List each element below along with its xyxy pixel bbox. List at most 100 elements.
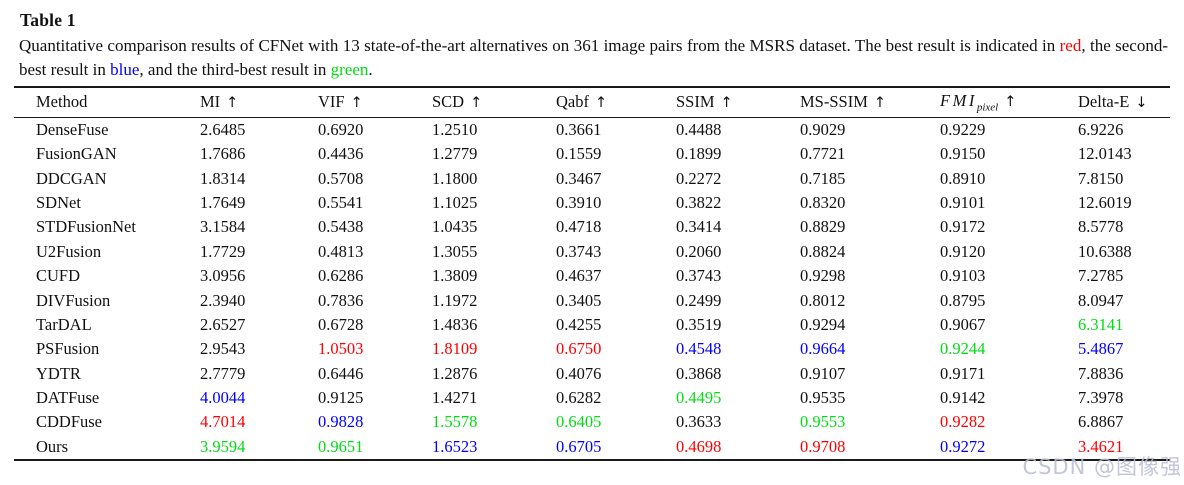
method-cell: DenseFuse [36, 119, 109, 139]
value-cell: 2.9543 [200, 339, 246, 359]
column-header-qabf: Qabf ↑ [556, 86, 676, 118]
value-cell: 1.6523 [432, 436, 478, 456]
value-cell: 0.8910 [940, 168, 986, 188]
value-cell: 0.6446 [318, 363, 364, 383]
column-label: MS-SSIM [800, 92, 868, 112]
value-cell: 0.7836 [318, 290, 364, 310]
value-cell: 0.3467 [556, 168, 602, 188]
value-cell: 6.3141 [1078, 314, 1124, 334]
value-cell: 0.9294 [800, 314, 846, 334]
value-cell: 0.4813 [318, 241, 364, 261]
column-label: Method [36, 92, 88, 112]
column-header-fmi: FMIpixel ↑ [940, 86, 1078, 118]
value-cell: 0.9142 [940, 388, 986, 408]
value-cell: 0.3661 [556, 119, 602, 139]
value-cell: 0.6750 [556, 339, 602, 359]
table-row: Ours 3.9594 0.9651 1.6523 0.6705 0.4698 0.9708… [14, 435, 1170, 460]
value-cell: 0.9067 [940, 314, 986, 334]
value-cell: 0.9150 [940, 144, 986, 164]
value-cell: 1.1025 [432, 192, 478, 212]
caption-word-blue: blue [110, 60, 140, 80]
column-header-ssim: SSIM ↑ [676, 86, 800, 118]
caption-text-2: , the second-best result in [19, 36, 1168, 80]
value-cell: 0.9125 [318, 388, 364, 408]
value-cell: 0.4076 [556, 363, 602, 383]
caption-text-3: , and the third-best result in [139, 60, 331, 80]
value-cell: 4.0044 [200, 388, 246, 408]
column-header-ms-ssim: MS-SSIM ↑ [800, 86, 940, 118]
value-cell: 8.0947 [1078, 290, 1124, 310]
column-label-subscript: pixel [976, 101, 999, 114]
table-row: FusionGAN 1.7686 0.4436 1.2779 0.1559 0.1899 0… [14, 142, 1170, 166]
value-cell: 8.5778 [1078, 217, 1124, 237]
method-cell: SDNet [36, 192, 81, 212]
value-cell: 0.9651 [318, 436, 364, 456]
value-cell: 0.9298 [800, 266, 846, 286]
value-cell: 0.9229 [940, 119, 986, 139]
value-cell: 0.2272 [676, 168, 722, 188]
method-cell: DDCGAN [36, 168, 107, 188]
value-cell: 0.3910 [556, 192, 602, 212]
value-cell: 0.9272 [940, 436, 986, 456]
value-cell: 0.9244 [940, 339, 986, 359]
value-cell: 7.2785 [1078, 266, 1124, 286]
value-cell: 0.6405 [556, 412, 602, 432]
value-cell: 2.7779 [200, 363, 246, 383]
value-cell: 0.5708 [318, 168, 364, 188]
method-cell: YDTR [36, 363, 81, 383]
column-header-vif: VIF ↑ [318, 86, 432, 118]
paper-table-figure: Table 1 Quantitative comparison results … [0, 10, 1184, 479]
value-cell: 0.2499 [676, 290, 722, 310]
value-cell: 0.4488 [676, 119, 722, 139]
column-label: Qabf [556, 92, 589, 112]
up-arrow-icon: ↑ [350, 95, 363, 112]
table-title: Table 1 [20, 10, 76, 30]
caption-text-4: . [368, 60, 373, 80]
value-cell: 2.6527 [200, 314, 246, 334]
table-row: CDDFuse 4.7014 0.9828 1.5578 0.6405 0.3633 0.9… [14, 410, 1170, 434]
caption-word-green: green [330, 60, 369, 80]
table-row: PSFusion 2.9543 1.0503 1.8109 0.6750 0.4548 0.… [14, 337, 1170, 361]
value-cell: 0.9120 [940, 241, 986, 261]
value-cell: 1.2876 [432, 363, 478, 383]
value-cell: 1.2779 [432, 144, 478, 164]
method-cell: Ours [36, 436, 69, 456]
up-arrow-icon: ↑ [470, 95, 483, 112]
value-cell: 1.4271 [432, 388, 478, 408]
header-row: Method MI ↑ VIF ↑ SCD ↑ Qabf ↑ SSIM ↑ MS-SSIM ↑ FMIpi… [14, 86, 1170, 118]
value-cell: 0.4548 [676, 339, 722, 359]
table-row: DDCGAN 1.8314 0.5708 1.1800 0.3467 0.2272 0.71… [14, 166, 1170, 190]
table-row: STDFusionNet 3.1584 0.5438 1.0435 0.4718 0.34… [14, 215, 1170, 239]
up-arrow-icon: ↑ [720, 95, 733, 112]
value-cell: 0.6705 [556, 436, 602, 456]
value-cell: 1.4836 [432, 314, 478, 334]
method-cell: CDDFuse [36, 412, 103, 432]
value-cell: 0.6920 [318, 119, 364, 139]
value-cell: 0.4495 [676, 388, 722, 408]
column-header-scd: SCD ↑ [432, 86, 556, 118]
value-cell: 0.9664 [800, 339, 846, 359]
value-cell: 0.9708 [800, 436, 846, 456]
method-cell: TarDAL [36, 314, 92, 334]
table-row: U2Fusion 1.7729 0.4813 1.3055 0.3743 0.2060 0.… [14, 240, 1170, 264]
table-row: DIVFusion 2.3940 0.7836 1.1972 0.3405 0.2499 0… [14, 288, 1170, 312]
method-cell: U2Fusion [36, 241, 102, 261]
value-cell: 6.9226 [1078, 119, 1124, 139]
value-cell: 0.9535 [800, 388, 846, 408]
value-cell: 12.0143 [1078, 144, 1132, 164]
column-label: MI [200, 92, 221, 112]
method-cell: DIVFusion [36, 290, 111, 310]
value-cell: 0.8320 [800, 192, 846, 212]
column-header-mi: MI ↑ [200, 86, 318, 118]
value-cell: 0.7721 [800, 144, 846, 164]
value-cell: 4.7014 [200, 412, 246, 432]
value-cell: 1.0503 [318, 339, 364, 359]
value-cell: 0.9103 [940, 266, 986, 286]
table-row: SDNet 1.7649 0.5541 1.1025 0.3910 0.3822 0.832… [14, 191, 1170, 215]
value-cell: 1.8314 [200, 168, 246, 188]
value-cell: 1.3055 [432, 241, 478, 261]
value-cell: 0.5438 [318, 217, 364, 237]
value-cell: 1.5578 [432, 412, 478, 432]
value-cell: 1.7729 [200, 241, 246, 261]
value-cell: 0.4698 [676, 436, 722, 456]
